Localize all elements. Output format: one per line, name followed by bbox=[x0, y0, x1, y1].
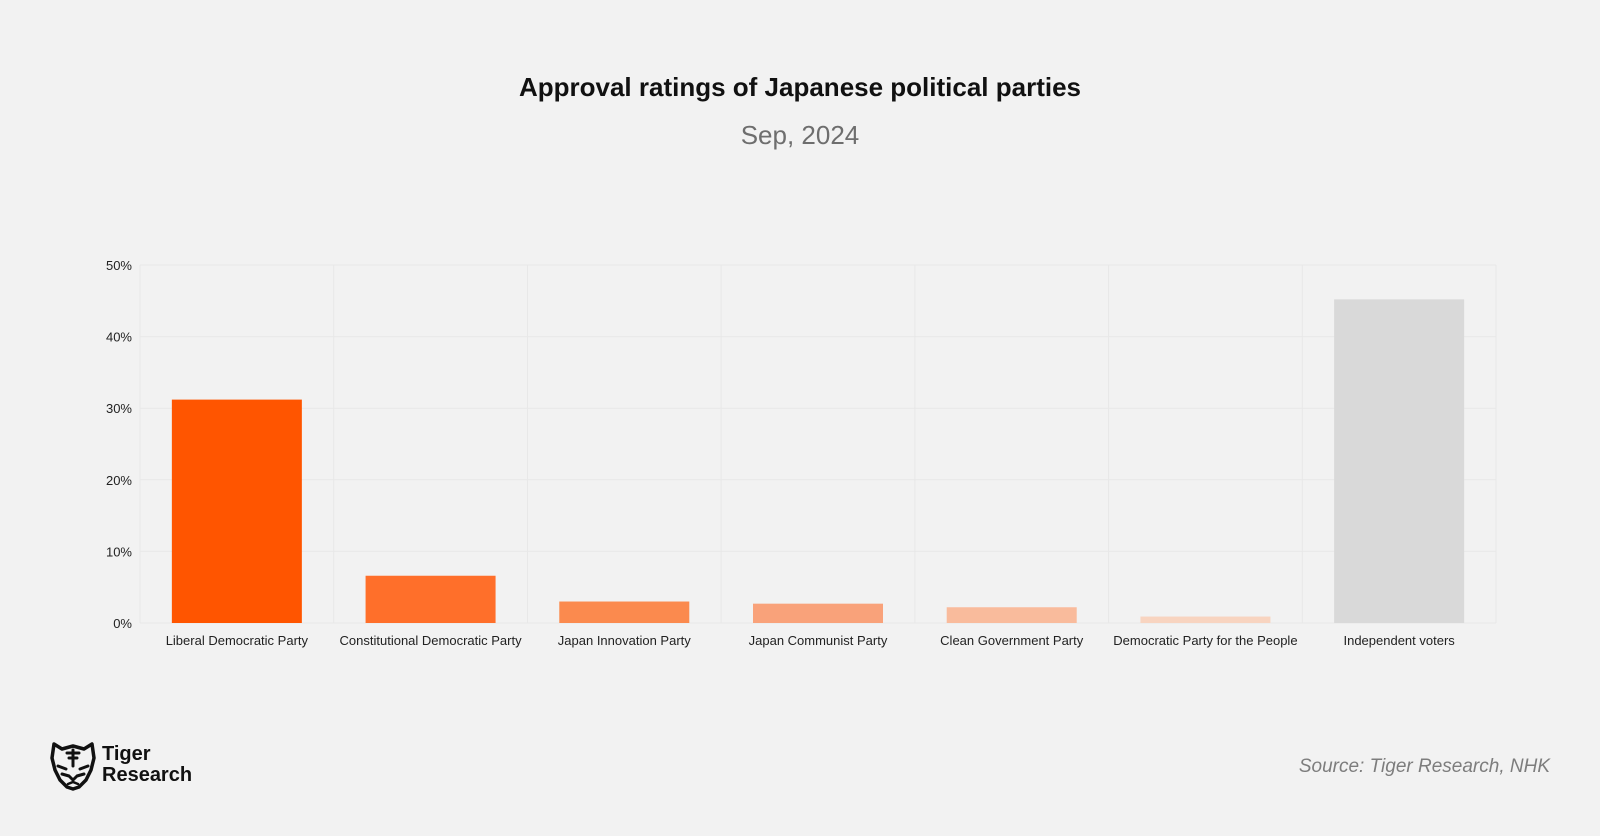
y-tick-label: 0% bbox=[113, 616, 132, 631]
y-tick-label: 30% bbox=[106, 401, 132, 416]
logo-wordmark: Tiger Research bbox=[102, 744, 192, 786]
y-axis-ticks: 0% 10% 20% 30% 40% 50% bbox=[106, 258, 132, 631]
x-tick-label: Japan Innovation Party bbox=[558, 633, 691, 648]
bar bbox=[365, 575, 496, 623]
bar bbox=[753, 603, 883, 623]
x-tick-label: Clean Government Party bbox=[940, 633, 1084, 648]
bar bbox=[171, 399, 302, 623]
x-tick-label: Democratic Party for the People bbox=[1113, 633, 1297, 648]
bar bbox=[946, 607, 1077, 623]
y-tick-label: 10% bbox=[106, 544, 132, 559]
tiger-research-logo: Tiger Research bbox=[48, 738, 208, 794]
bar bbox=[1140, 616, 1271, 623]
grid-lines bbox=[139, 264, 1497, 624]
y-tick-label: 40% bbox=[106, 330, 132, 345]
x-tick-label: Liberal Democratic Party bbox=[166, 633, 309, 648]
bars bbox=[171, 299, 1465, 623]
chart-title: Approval ratings of Japanese political p… bbox=[518, 72, 1082, 102]
x-tick-label: Constitutional Democratic Party bbox=[340, 633, 523, 648]
chart-subtitle: Sep, 2024 bbox=[740, 120, 860, 150]
logo-line-1: Tiger bbox=[102, 743, 151, 765]
bar bbox=[1334, 299, 1465, 623]
y-tick-label: 50% bbox=[106, 258, 132, 273]
bar bbox=[559, 601, 690, 623]
tiger-head-icon bbox=[50, 742, 96, 791]
logo-line-2: Research bbox=[102, 764, 193, 786]
x-tick-label: Japan Communist Party bbox=[749, 633, 888, 648]
x-axis-labels: Liberal Democratic Party Constitutional D… bbox=[166, 633, 1456, 648]
x-tick-label: Independent voters bbox=[1343, 633, 1455, 648]
source-note: Source: Tiger Research, NHK bbox=[1298, 756, 1550, 777]
y-tick-label: 20% bbox=[106, 473, 132, 488]
